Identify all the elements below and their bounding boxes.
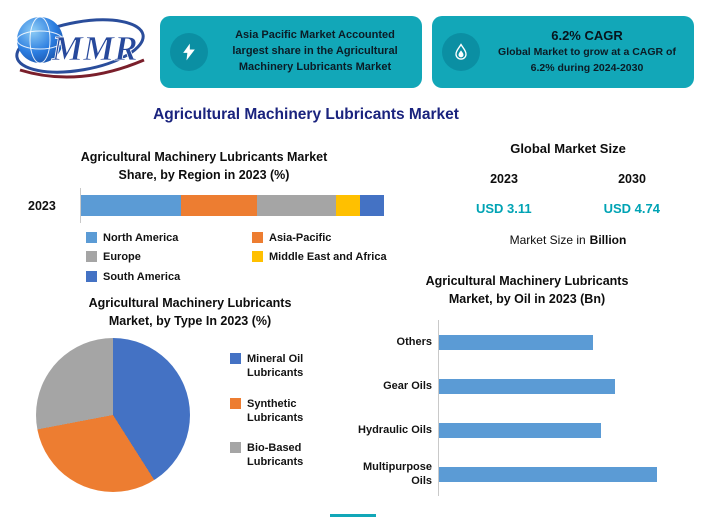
oil-bar-multipurpose-oils [439,466,657,482]
oil-category-label-gear-oils: Gear Oils [383,379,432,392]
pie-legend-swatch-bio-based-lubricants [230,442,241,454]
market-size-note-unit: Billion [589,233,627,247]
legend-swatch-asia-pacific [252,232,263,243]
oil-bar-others [439,334,594,350]
region-chart-title: Agricultural Machinery Lubricants Market… [28,148,380,184]
region-chart-title-line2: Share, by Region in 2023 (%) [118,168,290,183]
market-size-note: Market Size in Billion [440,233,696,247]
market-size-value-2023: USD 3.11 [475,201,532,216]
legend-label-north-america: North America [103,232,179,244]
legend-item-europe: Europe [86,250,248,264]
region-chart-row: 2023 [28,188,384,223]
oil-chart-title-line1: Agricultural Machinery Lubricants [425,274,629,288]
flame-icon [442,33,480,71]
legend-item-asia-pacific: Asia-Pacific [252,231,388,245]
legend-swatch-south-america [86,270,97,282]
legend-item-north-america: North America [86,231,248,245]
oil-track-gear-oils [438,364,684,408]
region-bar-track [81,195,384,216]
pie-legend-item-bio-based-lubricants: Bio-Based Lubricants [230,441,350,470]
oil-category-label-others: Others [396,335,432,348]
cagr-text: Global Market to grow at a CAGR of 6.2% … [498,46,676,74]
type-pie-chart [36,338,190,492]
globe-icon: MMR [15,16,145,79]
type-pie-legend: Mineral Oil Lubricants Synthetic Lubrican… [230,352,350,470]
pie-legend-item-synthetic-lubricants: Synthetic Lubricants [230,397,350,426]
region-axis [80,188,384,223]
region-chart-title-line1: Agricultural Machinery Lubricants Market [80,150,328,164]
oil-track-others [438,320,684,364]
bar-segment-europe [256,195,336,216]
pie-legend-swatch-synthetic-lubricants [230,397,241,409]
market-size-values: USD 3.11 USD 4.74 [440,201,696,216]
region-legend: North America Asia-Pacific Europe Middle Ea… [86,231,388,284]
oil-track-hydraulic-oils [438,408,684,452]
bar-segment-north-america [81,195,181,216]
legend-label-south-america: South America [103,270,181,283]
market-size-year-2023: 2023 [490,172,518,186]
bar-segment-middle-east-and-africa [335,195,360,216]
asia-pacific-highlight-card: Asia Pacific Market Accounted largest sh… [160,16,422,88]
market-size-title: Global Market Size [510,141,626,156]
oil-bar-hydraulic-oils [439,422,601,438]
logo-globe [17,17,63,63]
page-title: Agricultural Machinery Lubricants Market [153,106,459,123]
logo-text: MMR [51,29,138,68]
oil-row-others: Others [354,320,684,364]
type-pie-title-line2: Market, by Type In 2023 (%) [108,314,272,329]
market-size-note-prefix: Market Size in [509,233,586,247]
pie-legend-swatch-mineral-oil-lubricants [230,353,241,364]
oil-bar-chart: Others Gear Oils Hydraulic Oils Multipurpos… [354,320,684,496]
type-pie-title-line1: Agricultural Machinery Lubricants [88,296,292,310]
region-category-label: 2023 [28,198,56,213]
bar-segment-asia-pacific [180,195,257,216]
pie-legend-label-bio-based-lubricants: Bio-Based Lubricants [247,442,304,469]
bottom-accent-line [330,514,376,517]
oil-bar-gear-oils [439,378,616,394]
legend-label-europe: Europe [103,251,141,264]
oil-track-multipurpose-oils [438,452,684,496]
pie-legend-label-synthetic-lubricants: Synthetic Lubricants [247,397,304,424]
oil-chart-title: Agricultural Machinery Lubricants Market… [368,272,686,308]
oil-row-gear-oils: Gear Oils [354,364,684,408]
legend-label-middle-east-and-africa: Middle East and Africa [269,251,387,264]
legend-item-south-america: South America [86,270,248,284]
oil-category-label-hydraulic-oils: Hydraulic Oils [358,423,432,436]
oil-chart-title-line2: Market, by Oil in 2023 (Bn) [448,292,606,307]
oil-row-hydraulic-oils: Hydraulic Oils [354,408,684,452]
logo-orbit-ring [15,18,145,74]
market-size-year-2030: 2030 [618,172,646,186]
cagr-highlight-card: 6.2% CAGR Global Market to grow at a CAG… [432,16,694,88]
bar-segment-south-america [359,195,384,216]
pie-legend-item-mineral-oil-lubricants: Mineral Oil Lubricants [230,352,350,381]
legend-label-asia-pacific: Asia-Pacific [269,232,332,244]
oil-row-multipurpose-oils: Multipurpose Oils [354,452,684,496]
legend-swatch-north-america [86,232,97,243]
legend-swatch-middle-east-and-africa [252,251,263,263]
logo-swoosh [19,58,145,79]
market-size-years: 2023 2030 [440,172,696,186]
oil-category-label-multipurpose-oils: Multipurpose Oils [362,460,432,487]
mmr-logo: MMR [6,2,158,90]
type-pie-title: Agricultural Machinery Lubricants Market… [28,294,352,330]
pie-legend-label-mineral-oil-lubricants: Mineral Oil Lubricants [247,353,304,380]
asia-pacific-highlight-text: Asia Pacific Market Accounted largest sh… [232,29,398,73]
legend-swatch-europe [86,251,97,263]
market-size-value-2030: USD 4.74 [603,201,660,216]
lightning-icon [170,33,208,71]
legend-item-middle-east-and-africa: Middle East and Africa [252,250,388,264]
cagr-title: 6.2% CAGR [551,28,623,44]
